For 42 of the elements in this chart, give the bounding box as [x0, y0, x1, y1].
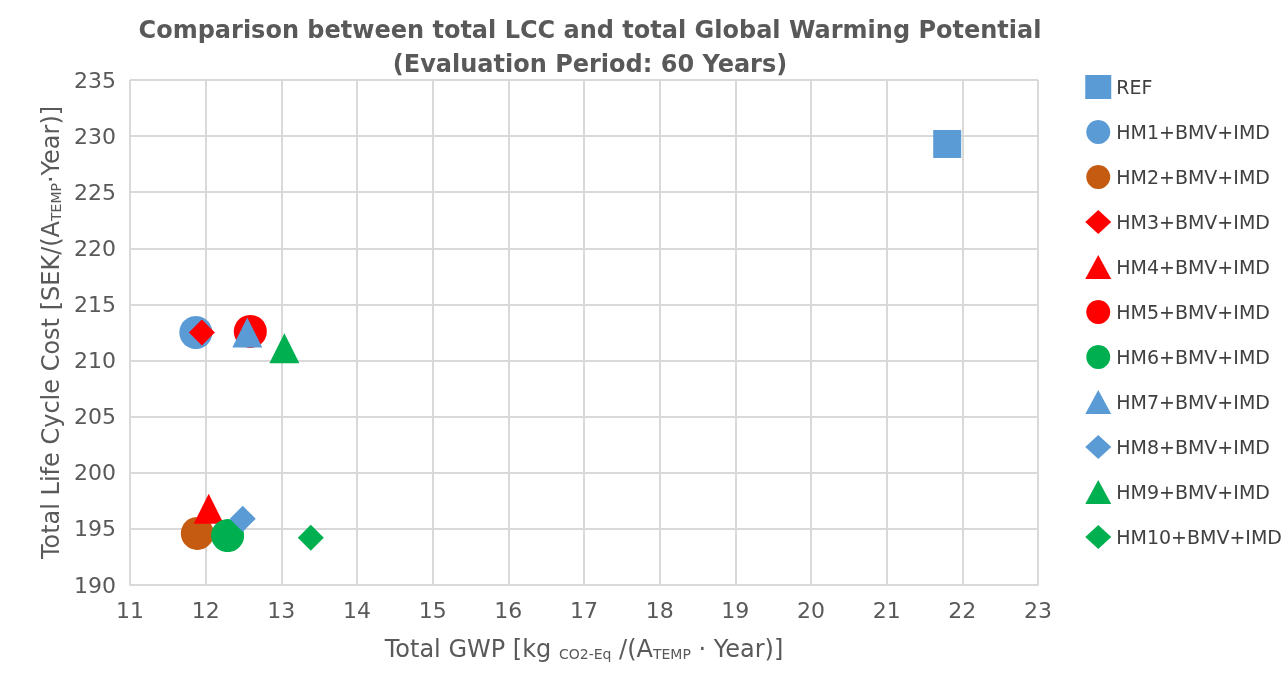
x-tick-label: 12 — [191, 597, 220, 623]
y-tick-label: 195 — [74, 516, 116, 542]
point — [229, 505, 256, 532]
legend-label: HM5+BMV+IMD — [1116, 301, 1270, 323]
legend-label: HM10+BMV+IMD — [1116, 526, 1282, 548]
point — [269, 333, 300, 364]
legend-label: REF — [1116, 76, 1153, 98]
point — [211, 519, 245, 553]
y-tick-label: 230 — [74, 123, 116, 149]
y-tick-label: 220 — [74, 235, 116, 261]
point — [297, 524, 324, 551]
y-tick-label: 215 — [74, 291, 116, 317]
legend-label: HM7+BMV+IMD — [1116, 391, 1270, 413]
chart-title: Comparison between total LCC and total Global Warming Potential (Evaluation Period: 60 Years) — [138, 16, 1042, 78]
legend-label: HM8+BMV+IMD — [1116, 436, 1270, 458]
legend-label: HM2+BMV+IMD — [1116, 166, 1270, 188]
x-tick-label: 11 — [116, 597, 144, 623]
x-axis-title: Total GWP [kg CO2-Eq /(ATEMP · Year)] — [383, 635, 784, 663]
x-tick-label: 22 — [948, 597, 977, 623]
y-tick-label: 200 — [74, 460, 116, 486]
point — [933, 129, 962, 158]
point — [193, 493, 224, 524]
x-tick-label: 14 — [343, 597, 371, 623]
legend-label: HM3+BMV+IMD — [1116, 211, 1270, 233]
y-tick-label: 210 — [74, 348, 116, 374]
legend-label: HM4+BMV+IMD — [1116, 256, 1270, 278]
y-tick-label: 190 — [74, 572, 116, 598]
x-tick-label: 18 — [645, 597, 674, 623]
legend-label: HM6+BMV+IMD — [1116, 346, 1270, 368]
y-tick-label: 225 — [74, 179, 116, 205]
y-tick-label: 205 — [74, 404, 116, 430]
x-tick-label: 19 — [721, 597, 750, 623]
x-tick-label: 16 — [494, 597, 523, 623]
x-tick-label: 20 — [797, 597, 825, 623]
x-tick-label: 21 — [872, 597, 901, 623]
legend-label: HM9+BMV+IMD — [1116, 481, 1270, 503]
y-tick-label: 235 — [74, 67, 116, 93]
legend-label: HM1+BMV+IMD — [1116, 121, 1270, 143]
x-tick-label: 23 — [1024, 597, 1052, 623]
x-tick-label: 17 — [570, 597, 598, 623]
x-tick-label: 15 — [418, 597, 447, 623]
x-tick-label: 13 — [267, 597, 296, 623]
